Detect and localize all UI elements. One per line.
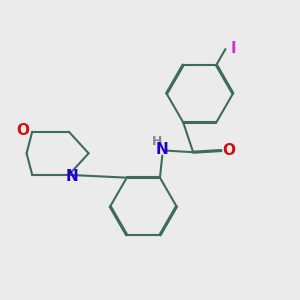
Text: N: N: [156, 142, 169, 158]
Text: N: N: [66, 169, 79, 184]
Text: O: O: [16, 123, 29, 138]
Text: H: H: [152, 135, 162, 148]
Text: O: O: [222, 143, 235, 158]
Text: I: I: [230, 41, 236, 56]
